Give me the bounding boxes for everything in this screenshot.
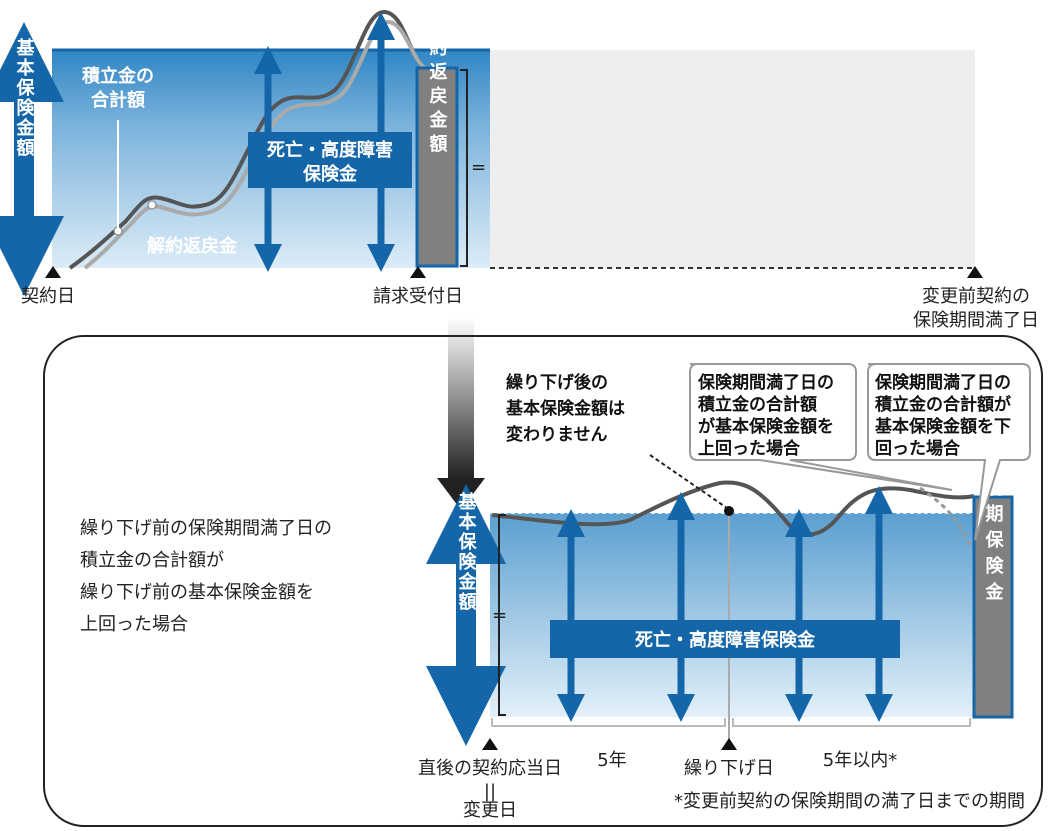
callout-above-4: 上回った場合 xyxy=(698,438,801,459)
bottom-panel xyxy=(43,335,1043,827)
condition-line-2: 積立金の合計額が xyxy=(80,550,224,571)
death-label-2: 保険金 xyxy=(302,163,358,185)
triangle-after xyxy=(482,738,498,750)
callout-above-1: 保険期間満了日の xyxy=(697,372,834,393)
triangle-maturity xyxy=(967,266,983,278)
bracket-5y xyxy=(491,718,726,727)
condition-line-4: 上回った場合 xyxy=(80,614,188,635)
bottom-blue-area xyxy=(490,513,974,717)
top-equals: = xyxy=(471,157,486,178)
base-amount-label: 基本保険金額 xyxy=(14,37,36,158)
bbase-label: 基本保険金額 xyxy=(456,491,478,612)
surrender-bar xyxy=(415,66,459,268)
death-box xyxy=(248,132,412,188)
bottom-curve xyxy=(491,480,975,537)
note-line-1: 繰り下げ後の xyxy=(506,372,608,393)
bdeath-label: 死亡・高度障害保険金 xyxy=(635,629,816,651)
bottom-curve-dashed xyxy=(919,486,972,549)
request-date: 請求受付日 xyxy=(373,286,463,307)
callout-above xyxy=(689,363,953,491)
maturity-bar xyxy=(972,495,1014,719)
bottom-equals: = xyxy=(492,605,507,626)
accum-label-2: 合計額 xyxy=(91,89,145,111)
triangle-contract xyxy=(45,266,61,278)
note-leader xyxy=(649,454,728,509)
surrender-dot xyxy=(147,200,157,210)
callout-below xyxy=(867,363,1031,541)
surrender-label: 解約返戻金 xyxy=(147,235,238,257)
callout-below-1: 保険期間満了日の xyxy=(874,372,1011,393)
maturity-bar-label: 満期保険金 xyxy=(983,477,1005,608)
contract-date: 契約日 xyxy=(21,286,75,307)
note-line-2: 基本保険金額は xyxy=(505,398,625,419)
change-date: 変更日 xyxy=(463,800,517,821)
within-five: 5年以内* xyxy=(823,750,897,771)
bracket-within5 xyxy=(732,718,971,727)
deferral-date: 繰り下げ日 xyxy=(684,758,774,779)
maturity-1: 変更前契約の xyxy=(922,286,1030,307)
transition-arrow-shaft xyxy=(448,318,474,478)
callout-below-3: 基本保険金額を下 xyxy=(874,416,1011,437)
five-years: 5年 xyxy=(597,750,626,771)
condition-line-1: 繰り下げ前の保険期間満了日の xyxy=(80,518,332,539)
surrender-bracket xyxy=(460,69,468,267)
death-label-1: 死亡・高度障害 xyxy=(267,139,393,161)
top-gray-area xyxy=(490,50,975,268)
callout-below-4: 回った場合 xyxy=(875,438,961,459)
callout-above-3: が基本保険金額を xyxy=(698,416,834,437)
date-after: 直後の契約応当日 xyxy=(418,758,562,779)
surrender-bar-label: 解約返戻金額 xyxy=(427,13,449,158)
condition-line-3: 繰り下げ前の基本保険金額を xyxy=(80,582,314,603)
accum-label-1: 積立金の xyxy=(81,65,154,87)
footnote: *変更前契約の保険期間の満了日までの期間 xyxy=(674,791,1025,812)
triangle-deferral xyxy=(721,738,737,750)
maturity-2: 保険期間満了日 xyxy=(913,310,1039,331)
callout-below-2: 積立金の合計額が xyxy=(875,394,1011,415)
callout-above-2: 積立金の合計額 xyxy=(698,394,817,415)
bdeath-box xyxy=(550,620,900,658)
eq-vertical: || xyxy=(484,781,496,802)
note-line-3: 変わりません xyxy=(506,424,608,445)
bbase-bracket xyxy=(498,514,506,716)
triangle-request xyxy=(410,266,426,278)
